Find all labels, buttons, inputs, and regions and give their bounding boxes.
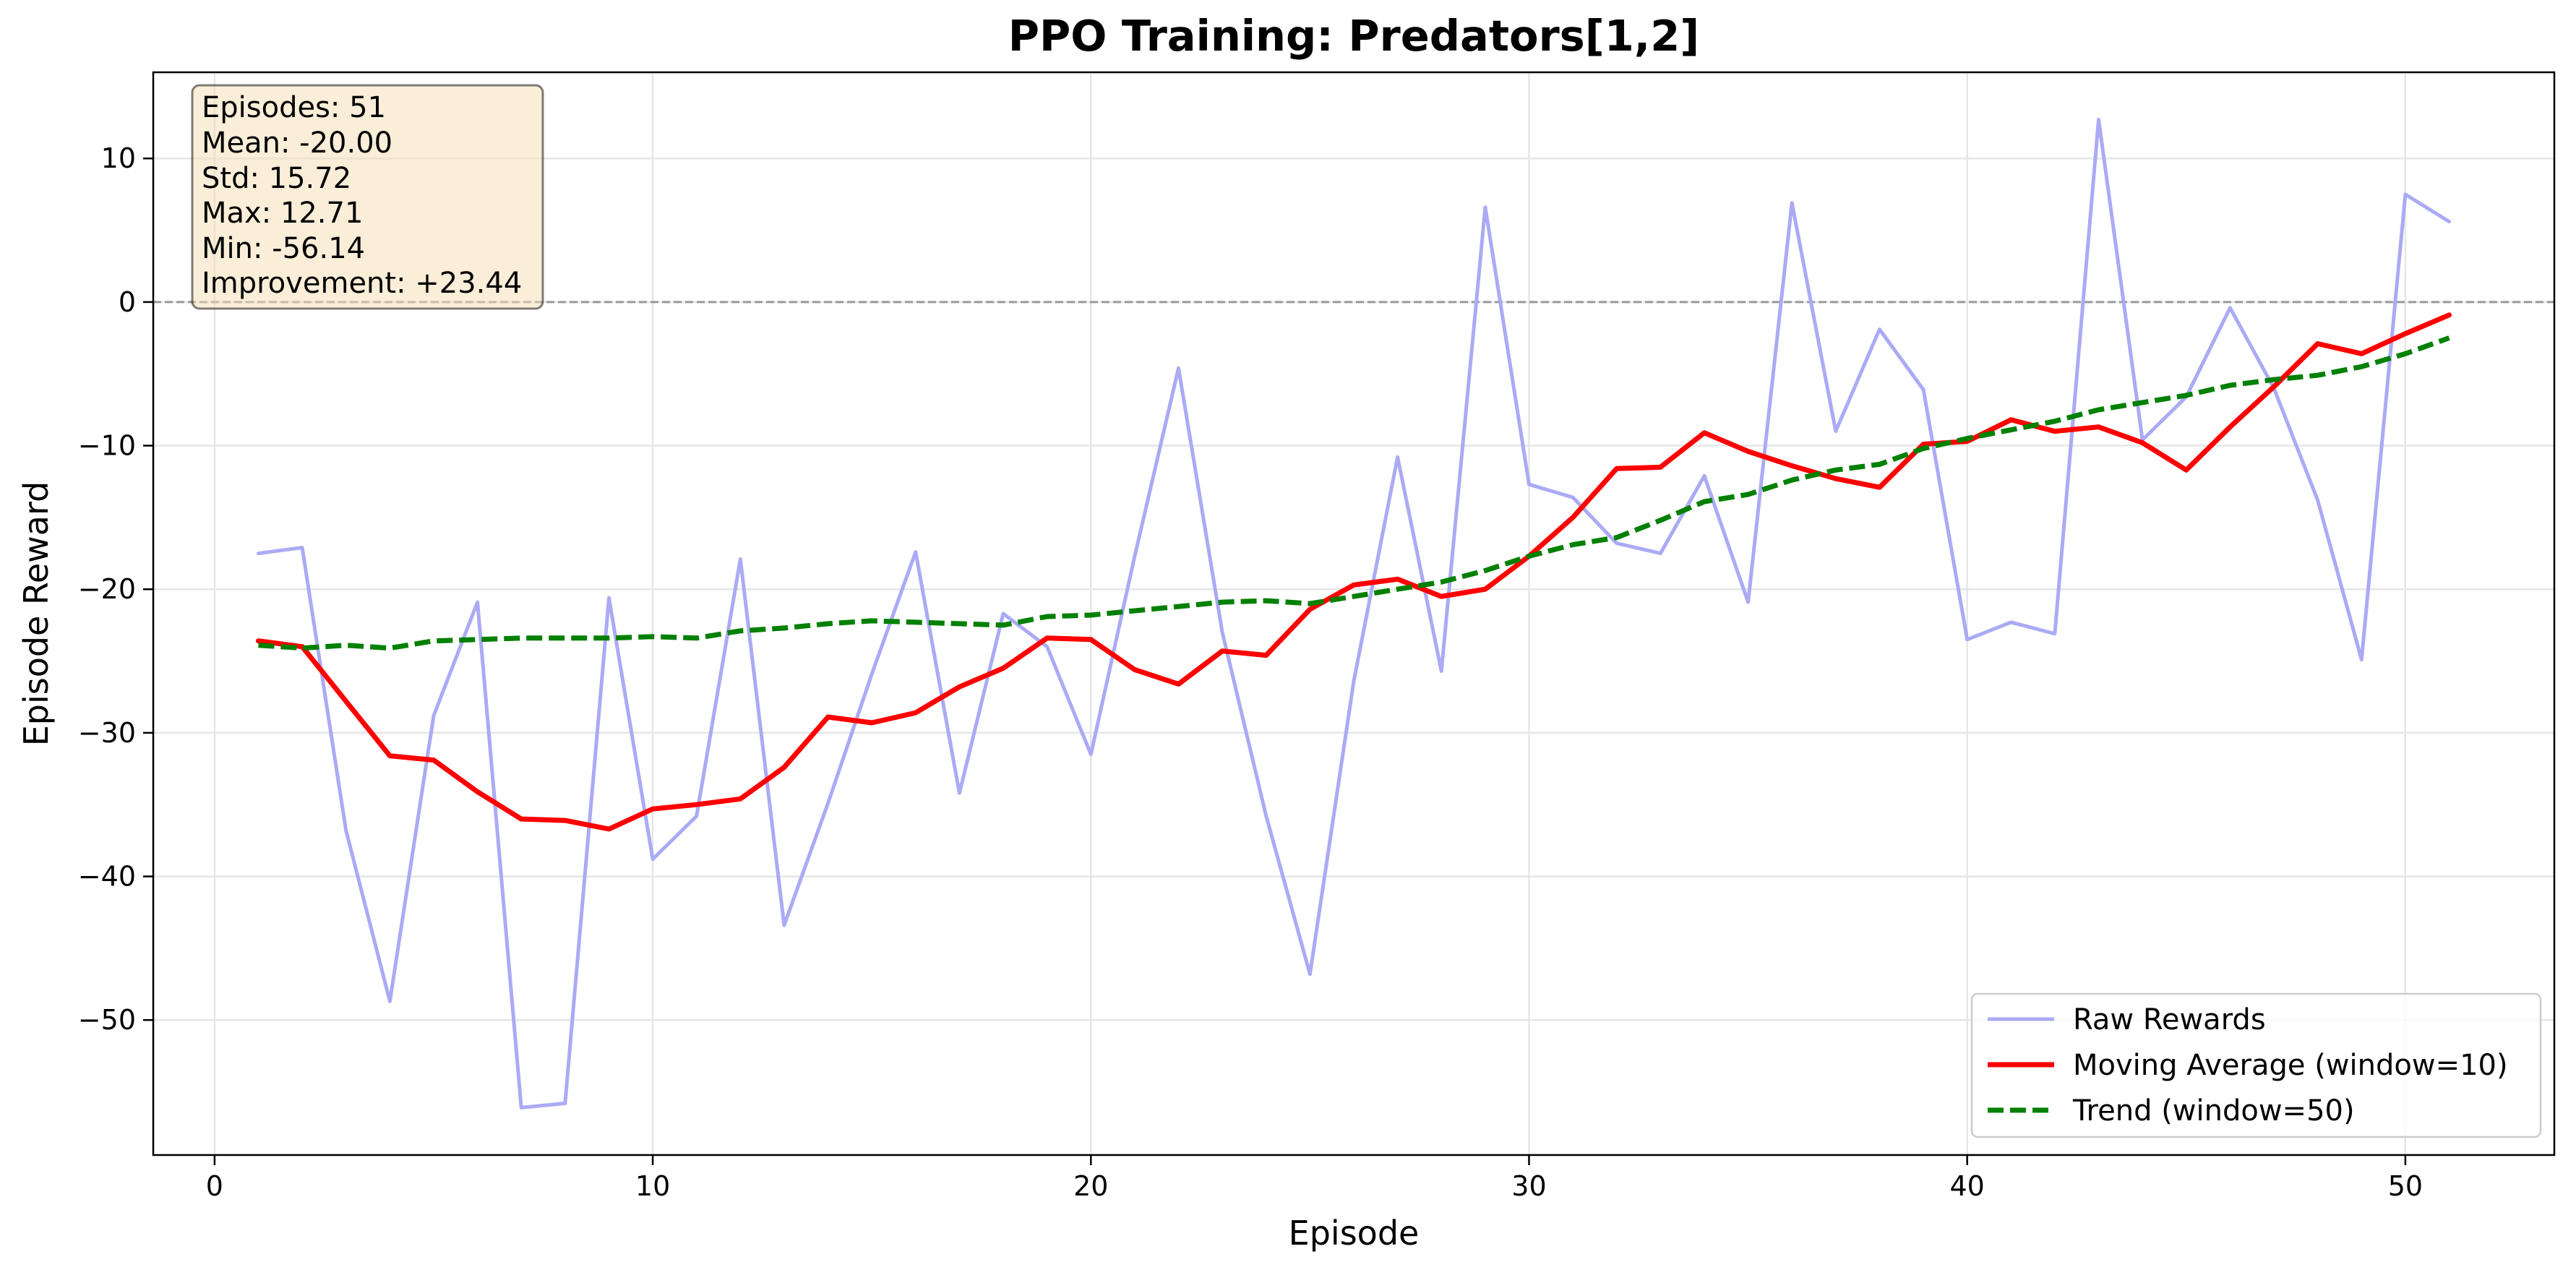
x-tick-label: 10	[635, 1170, 670, 1202]
plot-area-frame	[152, 71, 2556, 1156]
x-tick-label: 40	[1950, 1170, 1985, 1202]
y-tick-label: 0	[119, 286, 136, 318]
series-line-moving-average-window-10	[256, 312, 2452, 832]
stats-line-episodes: Episodes: 51	[202, 91, 386, 124]
legend-label-trend: Trend (window=50)	[2072, 1094, 2355, 1128]
y-tick-label: −20	[78, 573, 136, 605]
y-axis-ticks: 10 0 −10 −20 −30 −40 −50	[78, 142, 153, 1036]
stats-line-improvement: Improvement: +23.44	[202, 267, 522, 300]
y-tick-label: −10	[78, 430, 136, 462]
x-tick-label: 30	[1511, 1170, 1546, 1202]
x-tick-label: 20	[1073, 1170, 1108, 1202]
x-axis-ticks: 0 10 20 30 40 50	[206, 1155, 2423, 1202]
y-tick-label: −30	[78, 717, 136, 749]
chart-title: PPO Training: Predators[1,2]	[1008, 11, 1699, 61]
legend-label-raw-rewards: Raw Rewards	[2073, 1003, 2266, 1036]
x-axis-label: Episode	[1289, 1214, 1420, 1253]
series-line-raw-rewards	[257, 117, 2451, 1109]
stats-line-std: Std: 15.72	[202, 162, 351, 195]
stats-box-background	[191, 84, 544, 310]
x-tick-label: 0	[206, 1170, 223, 1202]
legend-background	[1970, 992, 2542, 1138]
x-tick-label: 50	[2388, 1170, 2423, 1202]
stats-line-mean: Mean: -20.00	[202, 126, 392, 160]
series-line-trend-window-50	[258, 335, 2450, 651]
stats-line-max: Max: 12.71	[202, 197, 363, 230]
stats-box: Episodes: 51 Mean: -20.00 Std: 15.72 Max…	[191, 84, 544, 310]
legend: Raw Rewards Moving Average (window=10) T…	[1970, 992, 2542, 1138]
series-group	[256, 117, 2452, 1109]
y-tick-label: −50	[78, 1004, 136, 1036]
y-tick-label: −40	[78, 861, 136, 893]
stats-line-min: Min: -56.14	[202, 232, 365, 265]
y-tick-label: 10	[101, 142, 136, 174]
y-axis-label: Episode Reward	[17, 481, 56, 747]
legend-label-moving-average: Moving Average (window=10)	[2073, 1049, 2508, 1082]
